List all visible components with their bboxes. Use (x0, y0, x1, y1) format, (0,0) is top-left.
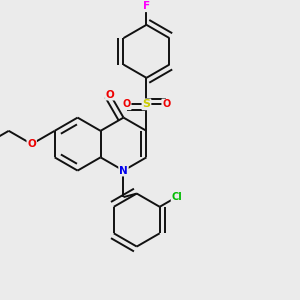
Text: N: N (119, 166, 128, 176)
Text: O: O (162, 99, 170, 109)
Text: Cl: Cl (172, 192, 182, 202)
Text: S: S (142, 99, 150, 109)
Text: O: O (106, 90, 115, 100)
Text: F: F (143, 1, 150, 11)
Text: O: O (27, 139, 36, 149)
Text: O: O (122, 99, 131, 109)
